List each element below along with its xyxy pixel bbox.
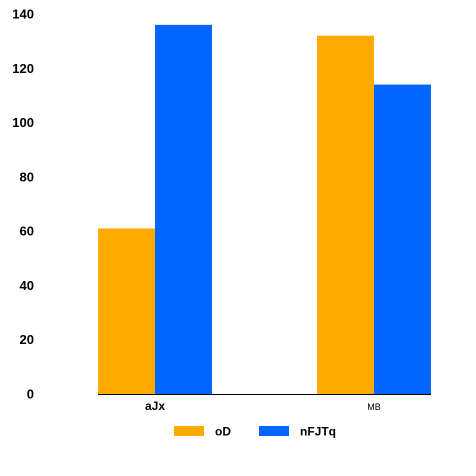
- y-tick-label: 0: [27, 387, 34, 402]
- legend-label-oD: oD: [215, 425, 231, 439]
- bar-nFJTq-aJx: [155, 24, 212, 394]
- y-tick-label: 120: [12, 61, 34, 76]
- y-tick-label: 60: [20, 224, 34, 239]
- legend: oD nFJTq: [174, 425, 336, 439]
- y-axis-ticks: 0 20 40 60 80 100 120 140: [12, 7, 34, 402]
- y-tick-label: 100: [12, 115, 34, 130]
- y-tick-label: 40: [20, 278, 34, 293]
- legend-swatch-oD: [174, 426, 204, 436]
- x-axis-labels: aJx MB: [145, 399, 381, 413]
- y-tick-label: 20: [20, 332, 34, 347]
- x-category-label: aJx: [145, 399, 165, 413]
- bar-nFJTq-MB: [374, 84, 431, 395]
- bar-oD-MB: [317, 35, 374, 394]
- x-category-label: MB: [367, 402, 381, 412]
- legend-swatch-nFJTq: [259, 426, 289, 436]
- y-tick-label: 80: [20, 169, 34, 184]
- bars-group: [98, 24, 431, 395]
- legend-label-nFJTq: nFJTq: [300, 425, 336, 439]
- y-tick-label: 140: [12, 7, 34, 22]
- bar-oD-aJx: [98, 228, 155, 394]
